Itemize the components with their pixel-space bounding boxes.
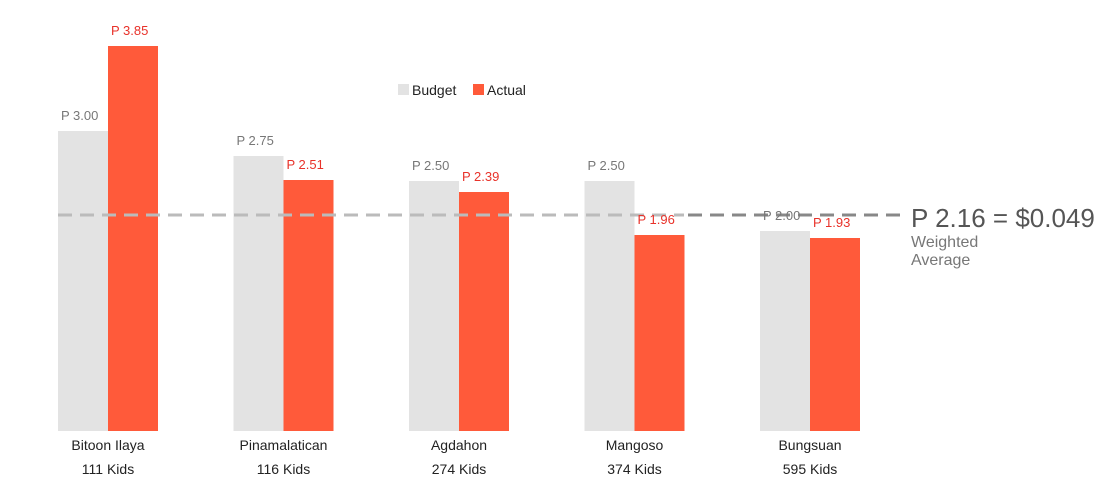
category-sublabel-5: 595 Kids bbox=[783, 461, 837, 477]
bar-actual-4 bbox=[634, 235, 685, 431]
legend-swatch-budget bbox=[398, 84, 409, 95]
weighted-average-label-line1: Weighted bbox=[911, 234, 978, 251]
weighted-average-label-line2: Average bbox=[911, 252, 970, 269]
bar-budget-3 bbox=[409, 181, 459, 431]
value-label-actual-3: P 2.39 bbox=[462, 169, 499, 184]
value-label-actual-4: P 1.96 bbox=[638, 212, 675, 227]
bar-actual-1 bbox=[108, 46, 158, 431]
bar-budget-1 bbox=[58, 131, 108, 431]
legend-swatch-actual bbox=[473, 84, 484, 95]
legend-label-actual: Actual bbox=[487, 82, 526, 98]
bar-budget-5 bbox=[760, 231, 810, 431]
category-label-5: Bungsuan bbox=[778, 437, 841, 453]
bar-actual-2 bbox=[283, 180, 334, 431]
bar-budget-4 bbox=[584, 181, 635, 431]
weighted-average-value: P 2.16 = $0.049 bbox=[911, 203, 1095, 233]
category-sublabel-3: 274 Kids bbox=[432, 461, 486, 477]
category-label-1: Bitoon Ilaya bbox=[71, 437, 144, 453]
weighted-average-annotation: P 2.16 = $0.049 Weighted Average bbox=[911, 203, 1095, 269]
category-labels-group: Bitoon Ilaya 111 Kids Pinamalatican 116 Kid… bbox=[71, 437, 841, 477]
value-label-budget-3: P 2.50 bbox=[412, 158, 449, 173]
value-label-actual-2: P 2.51 bbox=[287, 157, 324, 172]
bar-actual-5 bbox=[810, 238, 860, 431]
category-sublabel-2: 116 Kids bbox=[257, 461, 310, 477]
category-label-4: Mangoso bbox=[606, 437, 664, 453]
bars-group bbox=[58, 46, 860, 431]
value-label-actual-5: P 1.93 bbox=[813, 215, 850, 230]
category-label-3: Agdahon bbox=[431, 437, 487, 453]
value-label-budget-5: P 2.00 bbox=[763, 208, 800, 223]
bar-budget-2 bbox=[233, 156, 284, 431]
legend-label-budget: Budget bbox=[412, 82, 456, 98]
category-sublabel-1: 111 Kids bbox=[82, 461, 134, 477]
category-label-2: Pinamalatican bbox=[240, 437, 328, 453]
value-label-actual-1: P 3.85 bbox=[111, 23, 148, 38]
bar-actual-3 bbox=[459, 192, 509, 431]
value-label-budget-1: P 3.00 bbox=[61, 108, 98, 123]
value-label-budget-2: P 2.75 bbox=[237, 133, 274, 148]
legend: Budget Actual bbox=[398, 82, 526, 98]
value-label-budget-4: P 2.50 bbox=[588, 158, 625, 173]
value-labels-group: P 3.00 P 3.85 P 2.75 P 2.51 P 2.50 P 2.39 P 2.… bbox=[61, 23, 850, 230]
category-sublabel-4: 374 Kids bbox=[607, 461, 661, 477]
